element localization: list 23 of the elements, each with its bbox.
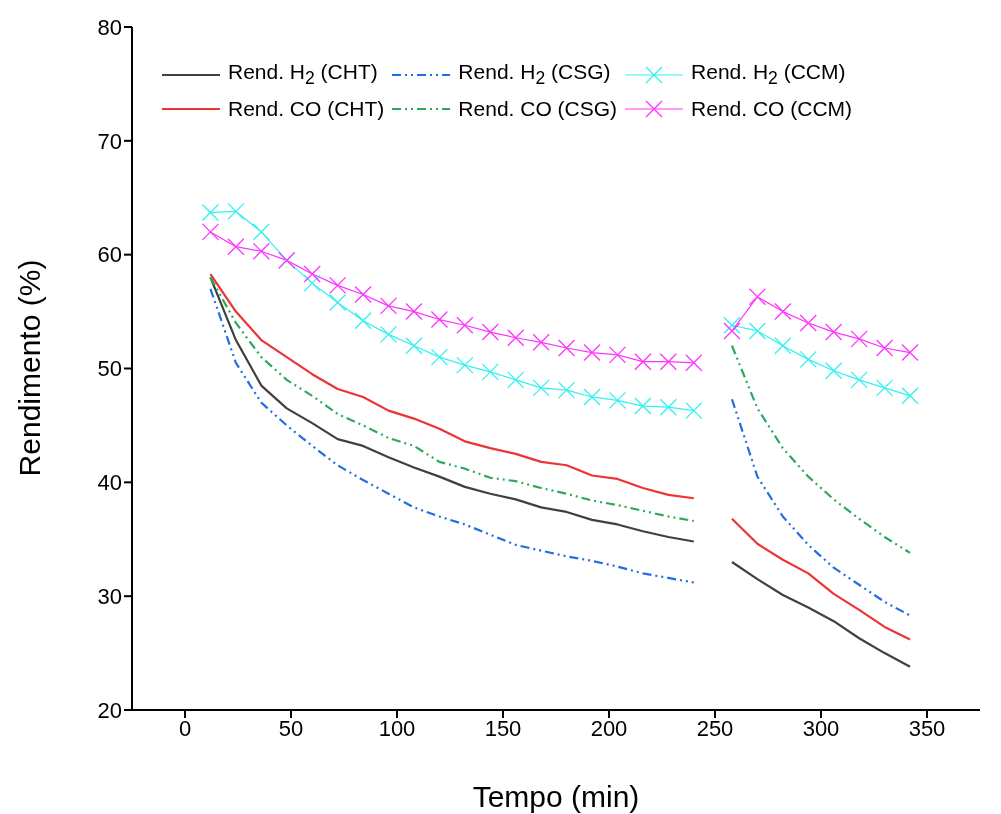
y-tick-label: 30 [97, 583, 122, 609]
y-tick-label: 80 [97, 14, 122, 40]
legend-label: Rend. CO (CCM) [691, 97, 853, 122]
legend-label: Rend. H$_{2}$ (CSG) [458, 60, 611, 90]
x-tick-label: 100 [378, 715, 416, 741]
y-tick-label: 40 [97, 470, 122, 496]
x-tick-label: 250 [696, 715, 734, 741]
y-tick-label: 20 [97, 697, 122, 723]
legend-label: Rend. CO (CSG) [458, 97, 618, 122]
x-tick-label: 0 [178, 715, 192, 741]
x-tick-label: 350 [908, 715, 946, 741]
x-axis-title: Tempo (min) [472, 780, 640, 814]
x-tick-label: 300 [802, 715, 840, 741]
y-tick-label: 50 [97, 356, 122, 382]
x-tick-label: 50 [278, 715, 304, 741]
y-tick-label: 60 [97, 242, 122, 268]
legend-label: Rend. CO (CHT) [228, 97, 385, 122]
x-tick-label: 200 [590, 715, 628, 741]
y-tick-label: 70 [97, 128, 122, 154]
x-tick-label: 150 [484, 715, 522, 741]
legend-label: Rend. H$_{2}$ (CHT) [228, 60, 378, 90]
y-axis-title: Rendimento (%) [13, 259, 47, 477]
legend-label: Rend. H$_{2}$ (CCM) [691, 60, 846, 90]
